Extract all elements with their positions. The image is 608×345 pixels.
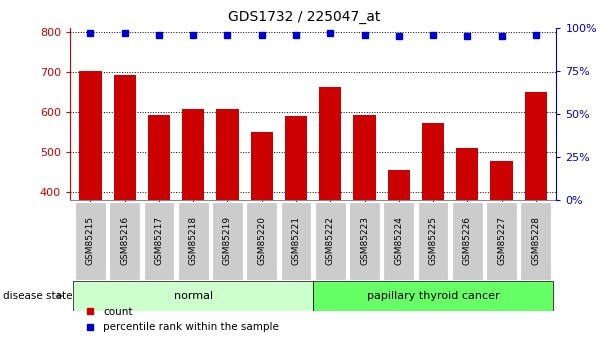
FancyBboxPatch shape — [109, 202, 140, 280]
Bar — [319, 87, 341, 200]
Bar — [422, 123, 444, 200]
Bar — [285, 116, 307, 200]
Bar — [491, 161, 513, 200]
Text: GSM85224: GSM85224 — [394, 216, 403, 265]
FancyBboxPatch shape — [452, 202, 483, 280]
Text: papillary thyroid cancer: papillary thyroid cancer — [367, 291, 499, 301]
FancyBboxPatch shape — [74, 281, 313, 310]
Text: GSM85216: GSM85216 — [120, 216, 130, 265]
Bar — [148, 115, 170, 200]
Text: GSM85215: GSM85215 — [86, 216, 95, 265]
Bar — [216, 109, 238, 200]
Text: GSM85220: GSM85220 — [257, 216, 266, 265]
Text: disease state: disease state — [3, 291, 72, 301]
Bar — [114, 75, 136, 200]
Bar — [79, 70, 102, 200]
FancyBboxPatch shape — [143, 202, 174, 280]
FancyBboxPatch shape — [486, 202, 517, 280]
Text: GSM85226: GSM85226 — [463, 216, 472, 265]
Text: GSM85227: GSM85227 — [497, 216, 506, 265]
FancyBboxPatch shape — [383, 202, 414, 280]
Text: normal: normal — [174, 291, 213, 301]
Bar — [525, 92, 547, 200]
Text: GDS1732 / 225047_at: GDS1732 / 225047_at — [228, 10, 380, 24]
Bar — [250, 132, 273, 200]
FancyBboxPatch shape — [418, 202, 449, 280]
FancyBboxPatch shape — [246, 202, 277, 280]
Text: GSM85225: GSM85225 — [429, 216, 438, 265]
FancyBboxPatch shape — [178, 202, 209, 280]
FancyBboxPatch shape — [315, 202, 346, 280]
FancyBboxPatch shape — [280, 202, 311, 280]
Text: GSM85223: GSM85223 — [360, 216, 369, 265]
Legend: count, percentile rank within the sample: count, percentile rank within the sample — [75, 303, 283, 336]
Text: GSM85219: GSM85219 — [223, 216, 232, 265]
Text: GSM85228: GSM85228 — [531, 216, 541, 265]
Bar — [182, 109, 204, 200]
FancyBboxPatch shape — [75, 202, 106, 280]
Bar — [388, 170, 410, 200]
Text: GSM85222: GSM85222 — [326, 216, 335, 265]
FancyBboxPatch shape — [212, 202, 243, 280]
FancyBboxPatch shape — [313, 281, 553, 310]
Text: GSM85218: GSM85218 — [188, 216, 198, 265]
Bar — [353, 115, 376, 200]
Text: GSM85221: GSM85221 — [291, 216, 300, 265]
Bar — [456, 148, 478, 200]
FancyBboxPatch shape — [349, 202, 380, 280]
FancyBboxPatch shape — [520, 202, 551, 280]
Text: GSM85217: GSM85217 — [154, 216, 164, 265]
